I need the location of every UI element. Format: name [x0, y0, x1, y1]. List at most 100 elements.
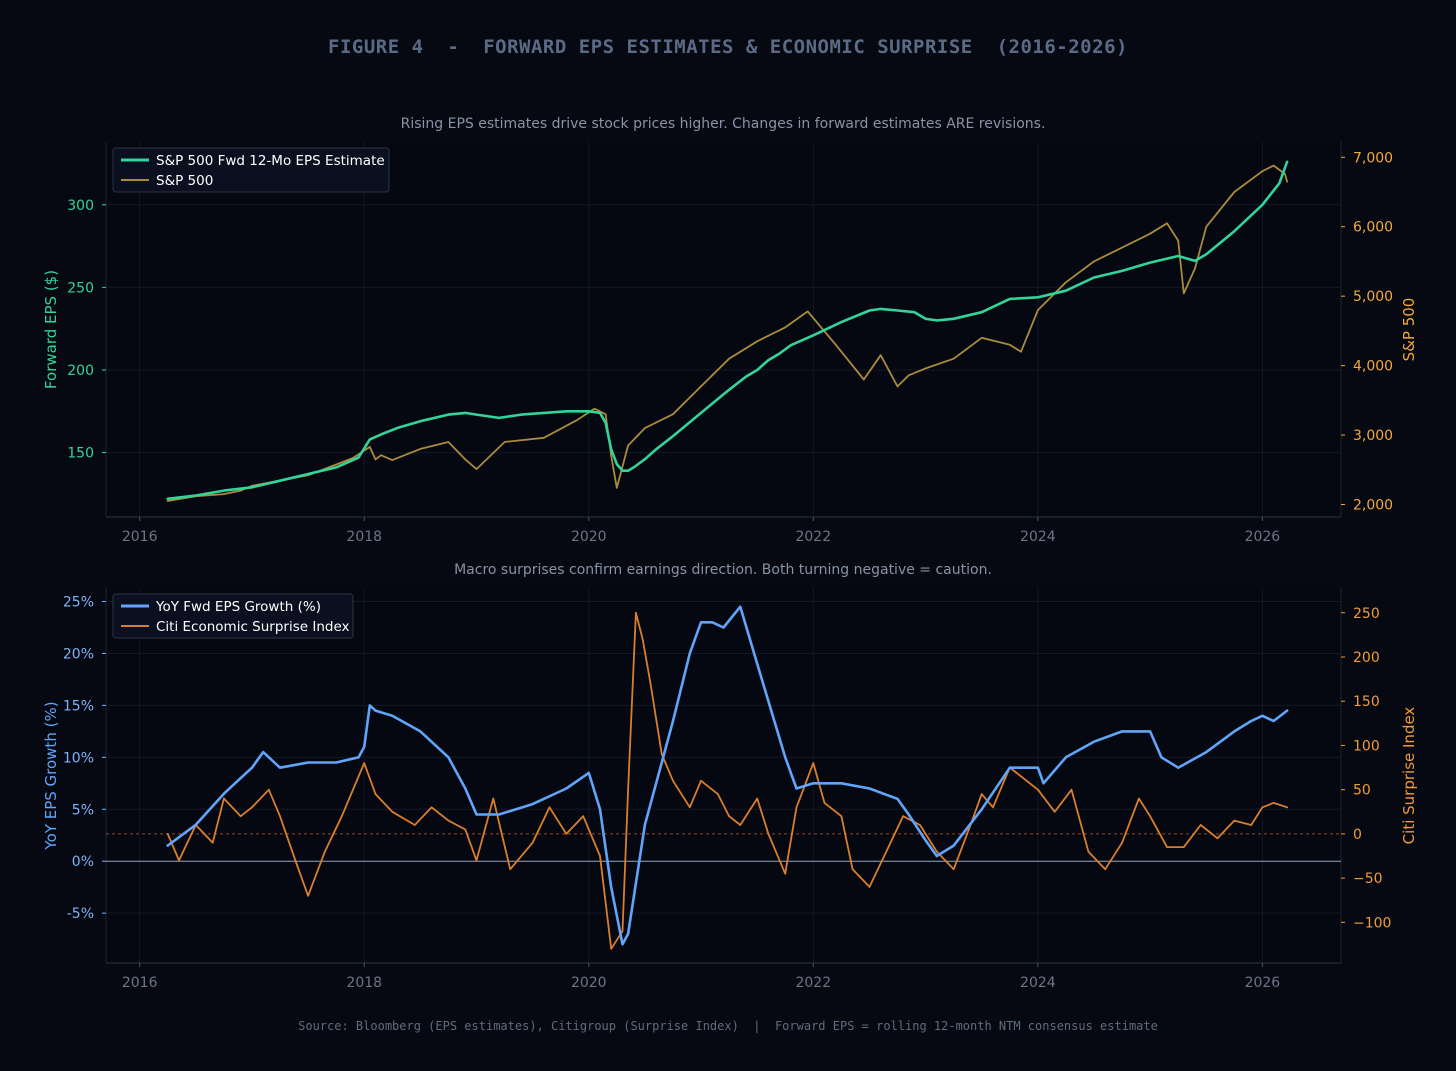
- y-left-axis-label: Forward EPS ($): [42, 270, 60, 389]
- data-point: [239, 777, 242, 779]
- data-point: [812, 762, 815, 764]
- data-point: [430, 806, 433, 809]
- data-point: [1042, 782, 1045, 785]
- data-point: [447, 819, 450, 822]
- data-point: [1070, 788, 1073, 791]
- data-point: [397, 426, 399, 429]
- x-tick-label: 2020: [571, 529, 607, 545]
- data-point: [1093, 740, 1095, 743]
- data-point: [374, 458, 377, 461]
- data-point: [419, 420, 422, 422]
- data-point: [784, 872, 787, 875]
- data-point: [1286, 709, 1288, 712]
- data-point: [1065, 281, 1067, 284]
- data-point: [728, 388, 730, 391]
- data-point: [239, 815, 242, 817]
- data-point: [166, 498, 169, 500]
- series-s-p-500-fwd-12-mo-eps-estimate: [166, 160, 1289, 501]
- data-point: [1199, 824, 1202, 826]
- data-point: [1177, 766, 1180, 769]
- data-point: [840, 782, 843, 785]
- data-point: [1205, 751, 1208, 753]
- data-point: [1093, 276, 1095, 279]
- y-right-axis-label: Citi Surprise Index: [1400, 707, 1418, 845]
- data-point: [593, 407, 596, 410]
- data-point: [1121, 730, 1123, 733]
- data-point: [1286, 806, 1288, 809]
- data-point: [1149, 261, 1151, 264]
- data-point: [868, 886, 871, 888]
- data-point: [587, 772, 590, 774]
- data-point: [599, 855, 601, 857]
- data-point: [239, 489, 242, 492]
- data-point: [700, 621, 702, 624]
- data-point: [1121, 270, 1123, 272]
- data-point: [262, 751, 264, 753]
- data-point: [924, 367, 927, 370]
- y-right-tick-label: 2,000: [1353, 498, 1393, 514]
- data-point: [621, 930, 624, 932]
- y-right-tick-label: 150: [1353, 694, 1380, 710]
- x-tick-label: 2016: [122, 529, 158, 545]
- data-point: [391, 810, 394, 813]
- y-left-tick-label: 250: [67, 280, 94, 296]
- figure-title: FIGURE 4 - FORWARD EPS ESTIMATES & ECONO…: [328, 36, 1128, 58]
- data-point: [879, 354, 882, 356]
- data-point: [307, 473, 309, 475]
- data-point: [296, 864, 298, 866]
- data-point: [672, 720, 674, 722]
- data-point: [565, 833, 568, 835]
- data-point: [924, 317, 927, 320]
- plot-area: [106, 142, 1341, 517]
- data-point: [672, 413, 674, 416]
- data-point: [952, 868, 955, 871]
- data-point: [689, 652, 691, 655]
- data-point: [1166, 222, 1168, 225]
- data-point: [936, 855, 938, 857]
- data-point: [1261, 203, 1264, 206]
- data-point: [166, 833, 169, 835]
- data-point: [1216, 837, 1219, 840]
- data-point: [464, 458, 467, 461]
- data-point: [543, 437, 545, 439]
- data-point: [1233, 230, 1236, 233]
- data-point: [610, 886, 613, 888]
- data-point: [475, 859, 478, 862]
- data-point: [1138, 730, 1140, 733]
- y-left-tick-label: 0%: [72, 854, 94, 870]
- x-tick-label: 2020: [571, 975, 607, 991]
- data-point: [1183, 846, 1185, 848]
- data-point: [952, 357, 955, 360]
- data-point: [1160, 756, 1163, 759]
- data-point: [520, 413, 523, 416]
- series-line: [166, 160, 1289, 501]
- data-point: [380, 433, 382, 436]
- data-point: [722, 626, 725, 629]
- x-tick-label: 2018: [346, 529, 382, 545]
- data-point: [223, 489, 225, 492]
- data-point: [868, 787, 871, 790]
- data-point: [223, 493, 225, 495]
- data-point: [784, 326, 787, 329]
- data-point: [1104, 868, 1107, 871]
- data-point: [1037, 766, 1039, 769]
- data-point: [610, 455, 613, 457]
- data-point: [700, 412, 702, 414]
- data-point: [1250, 824, 1252, 826]
- data-point: [851, 868, 854, 871]
- data-point: [644, 824, 646, 826]
- data-point: [604, 413, 607, 416]
- y-left-tick-label: 20%: [63, 646, 94, 662]
- data-point: [980, 337, 983, 339]
- data-point: [599, 412, 601, 414]
- data-point: [980, 808, 983, 811]
- data-point: [195, 824, 197, 826]
- data-point: [745, 375, 747, 378]
- data-point: [587, 410, 590, 413]
- data-point: [649, 682, 652, 685]
- data-point: [447, 413, 450, 416]
- data-point: [335, 761, 337, 764]
- data-point: [610, 448, 613, 451]
- data-point: [1087, 850, 1090, 853]
- data-point: [279, 766, 281, 769]
